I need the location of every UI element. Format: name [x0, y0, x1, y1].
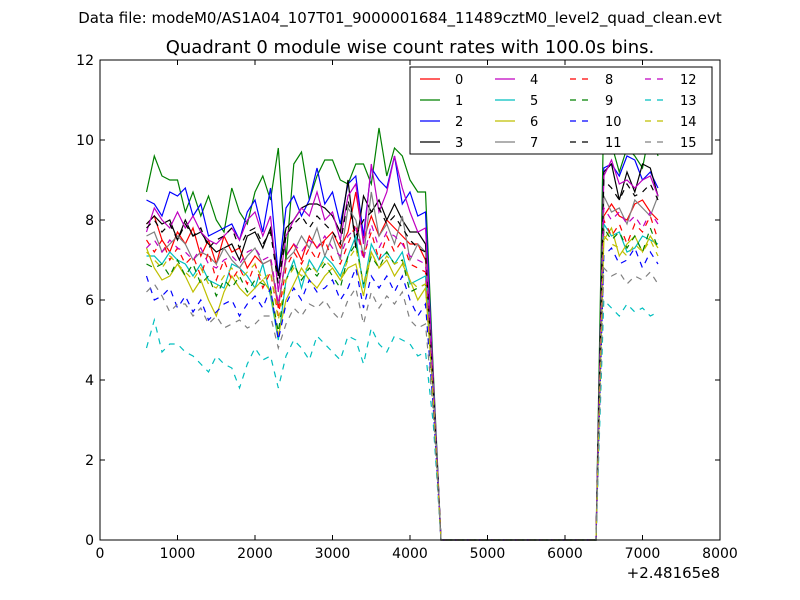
legend-label-5: 5 [530, 94, 538, 109]
y-tick-label: 2 [85, 453, 94, 469]
series-line-15 [146, 266, 659, 541]
x-tick-label: 3000 [315, 546, 351, 562]
series-line-13 [145, 298, 659, 541]
x-tick-label: 1000 [160, 546, 196, 562]
series-line-14 [146, 234, 659, 541]
legend-label-12: 12 [680, 73, 697, 88]
chart-title: Quadrant 0 module wise count rates with … [166, 37, 655, 58]
series-layer [145, 107, 659, 541]
x-tick-label: 4000 [392, 546, 428, 562]
series-line-3 [146, 162, 659, 541]
axis-ticks: 0 1000 2000 3000 4000 5000 6000 7000 80000246810… [76, 53, 738, 562]
y-tick-label: 0 [85, 533, 94, 549]
legend-label-8: 8 [605, 73, 613, 88]
series-line-5 [146, 222, 659, 541]
series-line-12 [146, 206, 659, 541]
y-tick-label: 8 [85, 213, 94, 229]
x-axis-offset-label: +2.48165e8 [627, 564, 720, 582]
y-tick-label: 4 [85, 373, 94, 389]
legend-label-3: 3 [455, 136, 463, 151]
legend-label-15: 15 [680, 136, 697, 151]
y-tick-label: 12 [76, 53, 94, 69]
y-tick-label: 6 [85, 293, 94, 309]
data-file-suptitle: Data file: modeM0/AS1A04_107T01_90000016… [78, 9, 722, 28]
x-tick-label: 8000 [702, 546, 738, 562]
legend-label-10: 10 [605, 115, 622, 130]
legend-label-2: 2 [455, 115, 463, 130]
legend-label-13: 13 [680, 94, 697, 109]
x-tick-label: 6000 [547, 546, 583, 562]
legend-label-9: 9 [605, 94, 613, 109]
series-line-10 [145, 246, 659, 541]
legend-label-0: 0 [455, 73, 463, 88]
series-line-4 [145, 155, 659, 541]
legend-label-1: 1 [455, 94, 463, 109]
series-line-1 [145, 107, 659, 541]
x-tick-label: 2000 [237, 546, 273, 562]
y-tick-label: 10 [76, 133, 94, 149]
legend-label-4: 4 [530, 73, 538, 88]
legend-label-7: 7 [530, 136, 538, 151]
x-tick-label: 7000 [625, 546, 661, 562]
legend-label-14: 14 [680, 115, 697, 130]
legend-label-6: 6 [530, 115, 538, 130]
series-line-9 [146, 226, 659, 541]
series-line-11 [146, 178, 659, 541]
series-line-2 [146, 155, 659, 541]
legend-frame [409, 66, 713, 155]
x-tick-label: 5000 [470, 546, 506, 562]
x-tick-label: 0 [96, 546, 105, 562]
legend-label-11: 11 [605, 136, 622, 151]
